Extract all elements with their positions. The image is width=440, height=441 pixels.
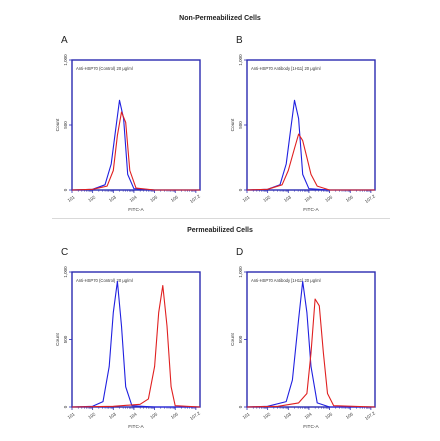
y-tick-label: 0 <box>63 405 68 408</box>
y-axis-label: Count <box>55 332 61 345</box>
x-tick-label: 105 <box>324 411 333 420</box>
x-tick-label: 106 <box>170 194 179 203</box>
x-tick-label: 102 <box>262 411 271 420</box>
legend-label: Anti-HSP70 (Control) 20 μg/ml <box>76 66 133 71</box>
y-axis-label: Count <box>230 118 236 131</box>
x-tick-label: 105 <box>149 411 158 420</box>
x-tick-label: 106 <box>345 411 354 420</box>
histogram-series-control <box>246 99 375 191</box>
x-tick-label: 104 <box>129 411 138 420</box>
x-tick-label: 101 <box>67 194 76 203</box>
x-tick-label: 107.2 <box>189 410 201 421</box>
y-tick-label: 1,000 <box>238 54 243 66</box>
y-axis-label: Count <box>55 118 61 131</box>
x-tick-label: 104 <box>129 194 138 203</box>
x-axis-label: FITC-A <box>303 424 319 430</box>
section-divider <box>52 218 390 219</box>
y-tick-label: 0 <box>238 405 243 408</box>
x-tick-label: 102 <box>87 411 96 420</box>
histogram-series-antibody <box>71 284 201 408</box>
histogram-panel-b: Anti-HSP70 Antibody [1H11] 20 μg/ml 0 500 1… <box>230 54 376 213</box>
histogram-panel-c: Anti-HSP70 (Control) 20 μg/ml 0 500 1,000 Co… <box>55 266 201 430</box>
x-tick-label: 101 <box>242 194 251 203</box>
x-tick-label: 101 <box>242 411 251 420</box>
x-tick-label: 107.2 <box>364 410 376 421</box>
x-tick-label: 101 <box>67 411 76 420</box>
x-axis-label: FITC-A <box>128 424 144 430</box>
x-tick-label: 107.2 <box>364 193 376 204</box>
y-tick-label: 500 <box>63 121 68 129</box>
x-tick-label: 107.2 <box>189 193 201 204</box>
y-tick-label: 500 <box>63 335 68 343</box>
x-tick-label: 105 <box>149 194 158 203</box>
x-tick-label: 102 <box>87 194 96 203</box>
y-tick-label: 1,000 <box>63 266 68 278</box>
x-tick-label: 105 <box>324 194 333 203</box>
legend-label: Anti-HSP70 Antibody [1H11] 20 μg/ml <box>251 66 321 71</box>
x-tick-label: 104 <box>304 194 313 203</box>
legend-label: Anti-HSP70 Antibody [1H11] 20 μg/ml <box>251 278 321 283</box>
y-tick-label: 1,000 <box>238 266 243 278</box>
histogram-series-control <box>71 99 200 191</box>
x-tick-label: 106 <box>345 194 354 203</box>
section-title-permeabilized: Permeabilized Cells <box>187 227 253 234</box>
plot-frame <box>246 271 376 408</box>
y-tick-label: 1,000 <box>63 54 68 66</box>
x-tick-label: 106 <box>170 411 179 420</box>
plot-frame <box>71 59 201 191</box>
x-tick-label: 103 <box>283 411 292 420</box>
histogram-panel-d: Anti-HSP70 Antibody [1H11] 20 μg/ml 0 500 1… <box>230 266 376 430</box>
histogram-series-control <box>246 280 375 408</box>
x-tick-label: 104 <box>304 411 313 420</box>
plot-frame <box>246 59 376 191</box>
y-tick-label: 500 <box>238 121 243 129</box>
histogram-series-antibody <box>246 298 376 408</box>
y-axis-label: Count <box>230 332 236 345</box>
panel-label-c: C <box>61 247 69 258</box>
panel-label-b: B <box>236 35 243 46</box>
x-axis-label: FITC-A <box>128 207 144 213</box>
y-tick-label: 0 <box>63 188 68 191</box>
histogram-series-antibody <box>71 111 200 191</box>
section-title-non-permeabilized: Non-Permeabilized Cells <box>179 15 261 22</box>
x-tick-label: 103 <box>108 194 117 203</box>
x-tick-label: 102 <box>262 194 271 203</box>
x-tick-label: 103 <box>283 194 292 203</box>
plot-frame <box>71 271 201 408</box>
legend-label: Anti-HSP70 (Control) 20 μg/ml <box>76 278 133 283</box>
y-tick-label: 500 <box>238 335 243 343</box>
y-tick-label: 0 <box>238 188 243 191</box>
histogram-series-control <box>71 280 200 408</box>
histogram-panel-a: Anti-HSP70 (Control) 20 μg/ml 0 500 1,000 Co… <box>55 54 201 213</box>
panel-label-a: A <box>61 35 68 46</box>
histogram-series-antibody <box>246 133 375 191</box>
x-axis-label: FITC-A <box>303 207 319 213</box>
x-tick-label: 103 <box>108 411 117 420</box>
panel-label-d: D <box>236 247 244 258</box>
